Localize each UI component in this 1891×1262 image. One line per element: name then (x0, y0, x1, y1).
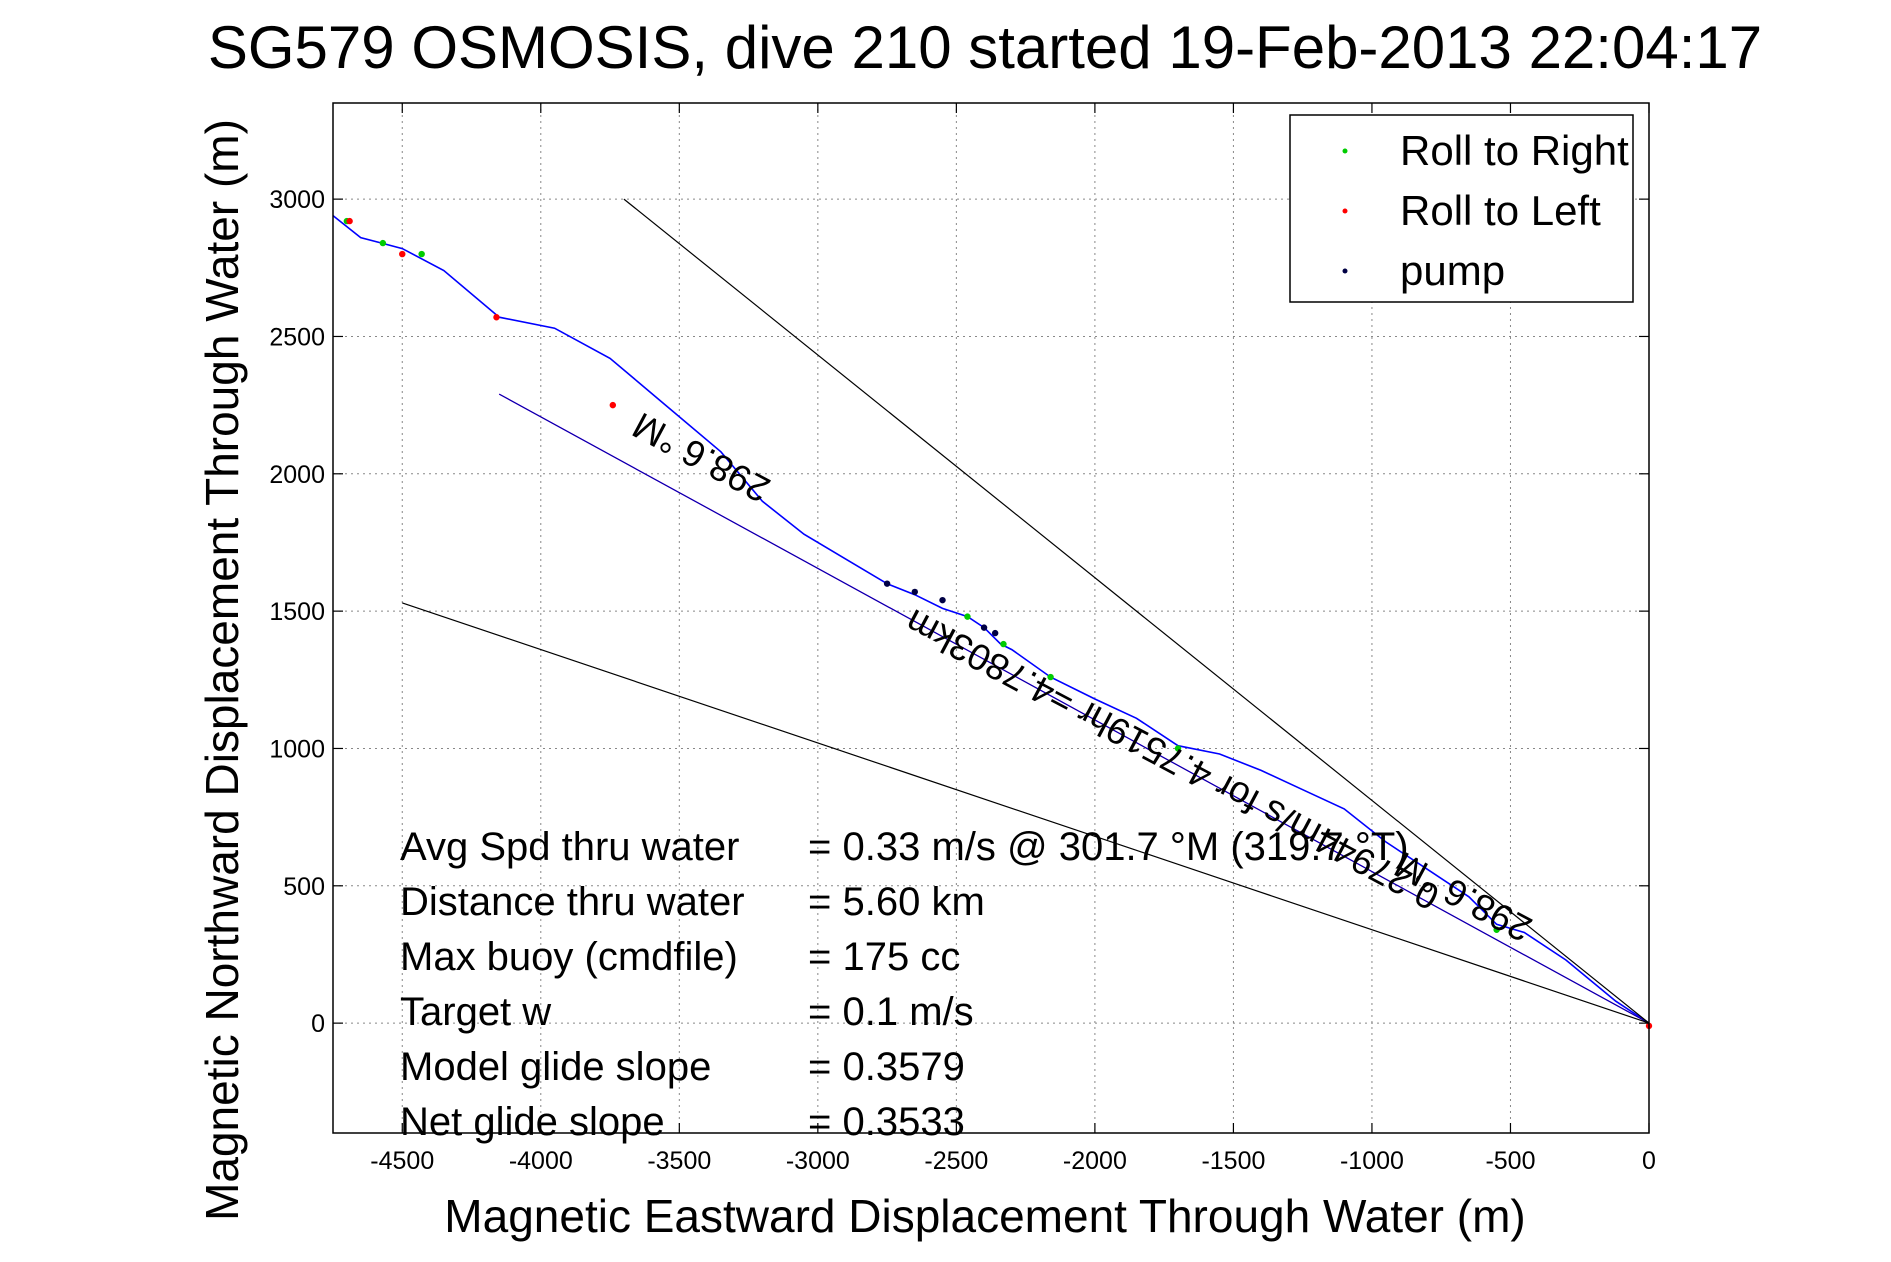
series-line-heading-line-2 (498, 393, 1650, 1024)
legend-label: pump (1400, 247, 1505, 294)
stat-label: Distance thru water (400, 880, 745, 924)
tick-layer: -4500 -4000 -3500 -3000 -2500 -2000 -1500 -1000… (269, 103, 1656, 1175)
marker-roll-left (346, 217, 353, 225)
stat-value: = 0.3533 (808, 1100, 965, 1144)
stat-label: Avg Spd thru water (400, 825, 739, 869)
stat-value: = 5.60 km (808, 880, 985, 924)
stat-label: Target w (400, 990, 551, 1034)
x-tick-label: -3500 (647, 1147, 711, 1175)
x-tick-label: -1000 (1340, 1147, 1404, 1175)
annotation-text: 298.6 °M (626, 404, 776, 510)
marker-pump (991, 629, 999, 637)
x-tick-label: -4500 (370, 1147, 434, 1175)
marker-layer (343, 217, 1653, 1030)
stats-block: Avg Spd thru water = 0.33 m/s @ 301.7 °M … (400, 825, 1409, 1144)
y-tick-label: 1000 (269, 735, 325, 763)
stat-value: = 0.3579 (808, 1045, 965, 1089)
x-tick-label: -4000 (509, 1147, 573, 1175)
y-tick-label: 1500 (269, 598, 325, 626)
marker-roll-right (418, 250, 425, 258)
legend-marker (1342, 208, 1348, 214)
marker-roll-left (493, 314, 500, 321)
y-tick-label: 500 (283, 873, 325, 901)
marker-roll-left (609, 401, 617, 409)
x-axis-label: Magnetic Eastward Displacement Through W… (444, 1190, 1525, 1242)
series-line-upper-bound (623, 198, 1650, 1024)
legend-marker (1342, 268, 1348, 274)
plot-frame (332, 102, 1650, 1134)
marker-pump (911, 588, 919, 596)
stat-label: Model glide slope (400, 1045, 711, 1089)
x-tick-label: -1500 (1201, 1147, 1265, 1175)
marker-roll-right (1000, 640, 1007, 648)
marker-roll-left (399, 250, 406, 258)
marker-roll-right (1174, 745, 1182, 752)
stat-value: = 0.1 m/s (808, 990, 974, 1034)
marker-roll-right (1047, 673, 1054, 681)
y-tick-label: 2000 (269, 461, 325, 489)
legend-label: Roll to Left (1400, 187, 1601, 234)
y-tick-label: 2500 (269, 323, 325, 351)
stat-label: Net glide slope (400, 1100, 665, 1144)
y-tick-label: 0 (311, 1010, 325, 1038)
marker-roll-right (1493, 926, 1500, 933)
stat-value: = 0.33 m/s @ 301.7 °M (319.7 °T) (808, 825, 1409, 869)
x-tick-label: -500 (1485, 1147, 1535, 1175)
marker-roll-right (379, 239, 387, 247)
legend-label: Roll to Right (1400, 127, 1629, 174)
marker-pump (939, 596, 946, 604)
x-tick-label: -2000 (1063, 1147, 1127, 1175)
series-line-lower-bound (402, 602, 1650, 1024)
legend-marker (1342, 148, 1348, 154)
marker-pump (883, 580, 891, 587)
x-tick-label: 0 (1642, 1147, 1656, 1175)
marker-pump (980, 624, 988, 631)
x-tick-label: -3000 (786, 1147, 850, 1175)
y-axis-label: Magnetic Northward Displacement Through … (196, 119, 248, 1221)
chart-title: SG579 OSMOSIS, dive 210 started 19-Feb-2… (208, 14, 1762, 81)
stat-label: Max buoy (cmdfile) (400, 935, 738, 979)
annotation-text: 0.27944m/s for 4.7519hr =4.7803km (899, 601, 1446, 918)
x-tick-label: -2500 (924, 1147, 988, 1175)
legend: Roll to Right Roll to Left pump (1289, 114, 1634, 303)
marker-roll-right (964, 613, 971, 620)
y-tick-label: 3000 (269, 186, 325, 214)
stat-value: = 175 cc (808, 935, 960, 979)
